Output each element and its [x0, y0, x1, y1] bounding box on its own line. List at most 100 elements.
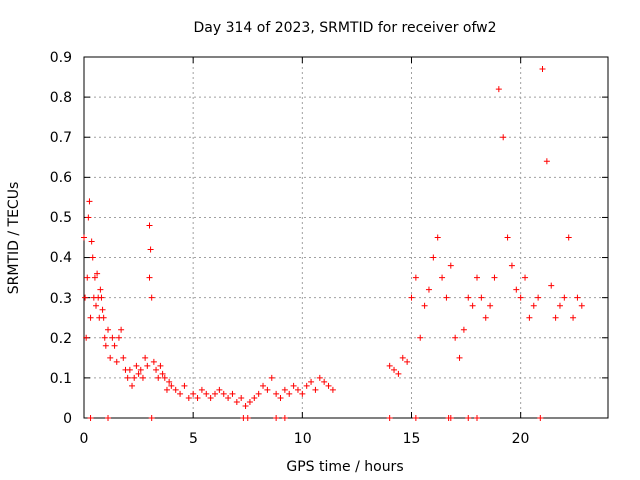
- x-tick-label: 10: [294, 431, 312, 447]
- data-point: [482, 314, 489, 321]
- y-tick-label: 0.6: [50, 170, 72, 186]
- data-point: [434, 234, 441, 241]
- data-point: [255, 390, 262, 397]
- y-axis-label: SRMTID / TECUs: [6, 182, 22, 295]
- data-point: [264, 386, 271, 393]
- y-tick-label: 0.1: [50, 371, 72, 387]
- data-point: [86, 198, 93, 205]
- data-point: [421, 302, 428, 309]
- data-point: [430, 254, 437, 261]
- data-point: [94, 270, 101, 277]
- data-point: [412, 274, 419, 281]
- data-point: [556, 302, 563, 309]
- data-point: [146, 222, 153, 229]
- data-point: [325, 382, 332, 389]
- data-point: [561, 294, 568, 301]
- data-point: [93, 302, 100, 309]
- data-point: [513, 286, 520, 293]
- y-tick-label: 0: [63, 411, 72, 427]
- data-point: [155, 374, 162, 381]
- data-point: [105, 326, 112, 333]
- y-tick-label: 0.7: [50, 130, 72, 146]
- data-point: [452, 334, 459, 341]
- data-point: [153, 366, 160, 373]
- data-point: [244, 415, 251, 421]
- x-tick-label: 15: [403, 431, 421, 447]
- chart-title: Day 314 of 2023, SRMTID for receiver ofw…: [193, 20, 496, 36]
- data-point: [198, 386, 205, 393]
- data-point: [404, 358, 411, 365]
- data-point: [135, 370, 142, 377]
- y-tick-label: 0.2: [50, 331, 72, 347]
- data-point: [273, 415, 280, 421]
- data-point: [474, 274, 480, 281]
- data-point: [535, 294, 542, 301]
- data-point: [552, 314, 559, 321]
- data-point: [172, 386, 179, 393]
- data-point: [456, 354, 463, 361]
- data-point: [251, 394, 258, 401]
- data-point: [469, 302, 476, 309]
- data-point: [548, 282, 555, 289]
- data-point: [102, 342, 109, 349]
- data-point: [391, 366, 398, 373]
- data-point: [294, 386, 301, 393]
- data-point: [425, 286, 432, 293]
- data-point: [212, 390, 218, 397]
- data-point: [565, 234, 572, 241]
- data-point: [105, 415, 112, 421]
- data-point: [574, 294, 581, 301]
- data-point: [225, 394, 232, 401]
- data-point: [303, 382, 310, 389]
- data-point: [126, 366, 133, 373]
- data-point: [185, 394, 192, 401]
- axis-ticks: [83, 56, 608, 419]
- data-point: [157, 362, 164, 369]
- data-point: [487, 302, 494, 309]
- x-axis-label: GPS time / hours: [286, 459, 403, 475]
- data-point: [91, 274, 98, 281]
- data-point: [83, 334, 90, 341]
- data-point: [216, 386, 223, 393]
- x-tick-label: 0: [80, 431, 89, 447]
- data-point: [144, 362, 151, 369]
- x-tick-label: 5: [189, 431, 198, 447]
- data-point: [82, 294, 89, 301]
- data-point: [168, 382, 175, 389]
- data-point: [412, 415, 419, 421]
- data-point: [242, 402, 249, 409]
- data-point: [150, 358, 157, 365]
- data-point: [474, 415, 480, 421]
- data-point: [386, 415, 393, 421]
- data-point: [163, 386, 170, 393]
- data-point: [166, 378, 173, 385]
- data-point: [286, 390, 293, 397]
- data-point: [111, 342, 118, 349]
- data-point: [417, 334, 424, 341]
- data-point: [159, 370, 166, 377]
- data-point: [281, 415, 288, 421]
- data-point: [100, 314, 107, 321]
- data-point: [148, 415, 155, 421]
- data-point: [268, 374, 275, 381]
- data-point: [530, 302, 537, 309]
- data-point: [526, 314, 533, 321]
- data-point: [312, 386, 319, 393]
- data-point: [260, 382, 267, 389]
- data-point: [478, 294, 485, 301]
- data-point: [87, 314, 94, 321]
- data-point: [543, 158, 550, 165]
- plot-frame: [83, 56, 609, 419]
- y-tick-label: 0.9: [50, 50, 72, 66]
- data-point: [99, 306, 106, 313]
- x-tick-label: 20: [512, 431, 530, 447]
- data-point: [522, 274, 529, 281]
- data-point: [578, 302, 585, 309]
- data-point: [399, 354, 406, 361]
- data-point: [118, 326, 125, 333]
- data-point: [177, 390, 184, 397]
- data-point: [299, 390, 306, 397]
- data-point: [98, 294, 105, 301]
- data-point: [101, 334, 108, 341]
- data-point: [537, 415, 544, 421]
